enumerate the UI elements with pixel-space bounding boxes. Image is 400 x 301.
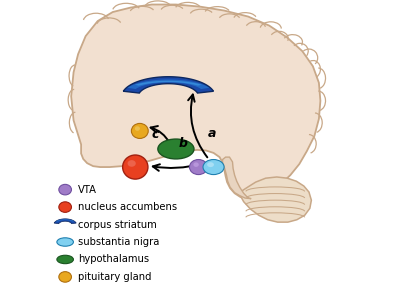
Ellipse shape	[158, 139, 194, 159]
Polygon shape	[123, 77, 214, 93]
Polygon shape	[71, 5, 320, 199]
Text: pituitary gland: pituitary gland	[78, 272, 152, 282]
Text: c: c	[152, 129, 159, 141]
Ellipse shape	[135, 126, 140, 131]
Ellipse shape	[207, 162, 214, 167]
Ellipse shape	[203, 160, 224, 175]
Ellipse shape	[59, 272, 72, 282]
Text: hypothalamus: hypothalamus	[78, 254, 149, 265]
Text: corpus striatum: corpus striatum	[78, 219, 157, 230]
Text: nucleus accumbens: nucleus accumbens	[78, 202, 177, 212]
Ellipse shape	[59, 202, 72, 213]
Text: VTA: VTA	[78, 185, 97, 195]
Ellipse shape	[123, 155, 148, 179]
Ellipse shape	[190, 160, 208, 175]
Polygon shape	[239, 177, 311, 222]
Text: a: a	[208, 127, 216, 140]
Text: substantia nigra: substantia nigra	[78, 237, 160, 247]
Polygon shape	[135, 81, 202, 86]
Ellipse shape	[57, 238, 74, 246]
Ellipse shape	[128, 160, 136, 167]
Ellipse shape	[193, 163, 199, 167]
Ellipse shape	[131, 123, 148, 138]
Polygon shape	[128, 79, 209, 89]
Polygon shape	[54, 219, 76, 224]
Ellipse shape	[57, 255, 74, 264]
Polygon shape	[222, 157, 251, 199]
Ellipse shape	[59, 184, 72, 195]
Text: b: b	[179, 138, 188, 150]
Polygon shape	[56, 219, 74, 222]
